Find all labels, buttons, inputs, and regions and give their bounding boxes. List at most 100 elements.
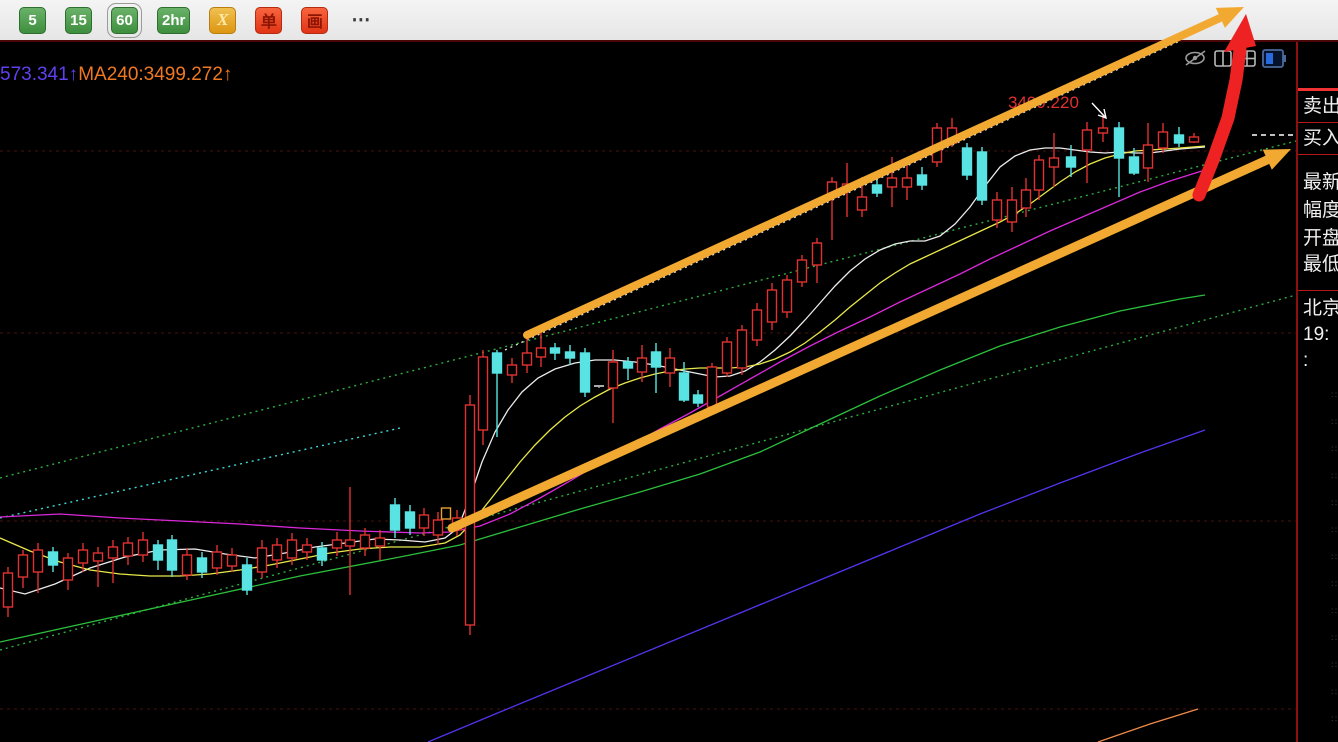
faint-scale-mark: ∷ <box>1331 552 1337 562</box>
toolbar-button-单[interactable]: 单 <box>255 6 283 34</box>
candle-body <box>389 504 401 531</box>
candle-body <box>226 554 238 567</box>
faint-scale-mark: ∷ <box>1331 579 1337 589</box>
candle-body <box>650 351 662 368</box>
faint-scale-mark: ∷ <box>1331 606 1337 616</box>
candle-body <box>856 196 868 211</box>
ma-line-white <box>0 146 1206 595</box>
panel-faint-marks: ∷ ∷ ∷ ∷ ∷ ∷ ∷ ∷ ∷ ∷ ∷ ∷ ∷ <box>1325 382 1337 742</box>
faint-scale-mark: ∷ <box>1331 390 1337 400</box>
toolbar-button-⋯[interactable]: ⋯ <box>351 9 373 31</box>
candle-body <box>826 181 838 196</box>
candle-body <box>344 539 356 547</box>
candle-body <box>781 279 793 313</box>
candle-body <box>1033 159 1045 191</box>
candle-body <box>901 177 913 188</box>
layout-grid-icon[interactable] <box>1214 49 1232 67</box>
candle-body <box>1006 199 1018 223</box>
candle-body <box>506 364 518 376</box>
toolbar-button-60[interactable]: 60 <box>107 2 142 38</box>
toolbar-button-画[interactable]: 画 <box>301 6 329 34</box>
toolbar-button-X[interactable]: X <box>209 6 237 34</box>
candle-body <box>931 127 943 163</box>
candle-body <box>961 147 973 176</box>
candle-body <box>736 329 748 369</box>
panel-separator <box>1298 154 1338 155</box>
candle-body <box>92 552 104 562</box>
candle-body <box>1097 127 1109 134</box>
faint-scale-mark: ∷ <box>1331 633 1337 643</box>
candle-body <box>751 309 763 341</box>
clock-label: 19: <box>1303 324 1330 345</box>
candle-body <box>636 357 648 373</box>
candle-body <box>286 539 298 559</box>
candle-body <box>256 547 268 573</box>
candle-body <box>841 183 853 191</box>
candle-body <box>1065 156 1077 168</box>
candle-body <box>871 184 883 194</box>
candle-body <box>1157 131 1169 149</box>
timezone-label: 北京 <box>1303 298 1338 319</box>
candle-body <box>77 549 89 564</box>
candle-body <box>491 352 503 374</box>
candlestick-chart[interactable]: 3499.220 <box>0 42 1296 742</box>
panel-separator <box>1298 290 1338 291</box>
toolbar-button-5[interactable]: 5 <box>19 6 46 34</box>
faint-scale-mark: ∷ <box>1331 525 1337 535</box>
sell-button[interactable]: 卖出 <box>1303 96 1338 117</box>
candle-body <box>692 394 704 404</box>
candle-body <box>535 347 547 358</box>
high-price-label: 3499.220 <box>1008 93 1079 112</box>
field-range: 幅度 <box>1303 200 1338 221</box>
ma-line-yellow <box>0 145 1206 577</box>
candle-body <box>946 127 958 144</box>
faint-scale-mark: ∷ <box>1331 714 1337 724</box>
candle-body <box>1113 127 1125 159</box>
faint-scale-mark: ∷ <box>1331 471 1337 481</box>
battery-icon <box>1262 48 1286 68</box>
candle-body <box>796 259 808 283</box>
ma-line-violet <box>427 429 1206 742</box>
candle-body <box>152 544 164 561</box>
candle-body <box>211 551 223 569</box>
candle-body <box>451 517 463 531</box>
candle-body <box>706 366 718 408</box>
ma-line-green <box>0 294 1206 643</box>
candle-body <box>1128 156 1140 174</box>
candle-body <box>664 357 676 374</box>
channel-line-channel-green-lower <box>0 294 1296 651</box>
ma-line-orange <box>1097 708 1199 742</box>
candle-body <box>440 507 452 520</box>
clock-label-2: : <box>1303 350 1309 371</box>
field-low: 最低 <box>1303 254 1338 275</box>
field-latest: 最新 <box>1303 172 1338 193</box>
faint-scale-mark: ∷ <box>1331 498 1337 508</box>
faint-scale-mark: ∷ <box>1331 444 1337 454</box>
panel-separator <box>1298 122 1338 123</box>
chart-area[interactable]: 3499.220 573.341↑MA240:3499.272↑ <box>0 42 1296 742</box>
layout-quad-icon[interactable] <box>1238 49 1256 67</box>
eye-hide-icon[interactable] <box>1184 48 1208 68</box>
chart-mini-toolbar <box>1184 48 1292 68</box>
candle-body <box>521 352 533 366</box>
faint-scale-mark: ∷ <box>1331 417 1337 427</box>
candle-body <box>181 554 193 576</box>
candle-body <box>196 557 208 573</box>
ma-line-magenta <box>0 169 1206 534</box>
candle-body <box>564 351 576 359</box>
channel-line-channel-green-upper <box>0 140 1296 479</box>
candle-body <box>359 534 371 549</box>
candle-body <box>886 177 898 188</box>
candle-body <box>107 546 119 559</box>
faint-scale-mark: ∷ <box>1331 660 1337 670</box>
toolbar-button-2hr[interactable]: 2hr <box>157 6 191 34</box>
toolbar-button-15[interactable]: 15 <box>65 6 92 34</box>
candle-body <box>432 519 444 536</box>
candle-body <box>47 551 59 566</box>
buy-button[interactable]: 买入 <box>1303 128 1338 149</box>
candle-body <box>678 372 690 401</box>
faint-scale-mark: ∷ <box>1331 687 1337 697</box>
candle-body <box>607 361 619 389</box>
channel-line-channel-cyan-dotted <box>0 427 401 519</box>
